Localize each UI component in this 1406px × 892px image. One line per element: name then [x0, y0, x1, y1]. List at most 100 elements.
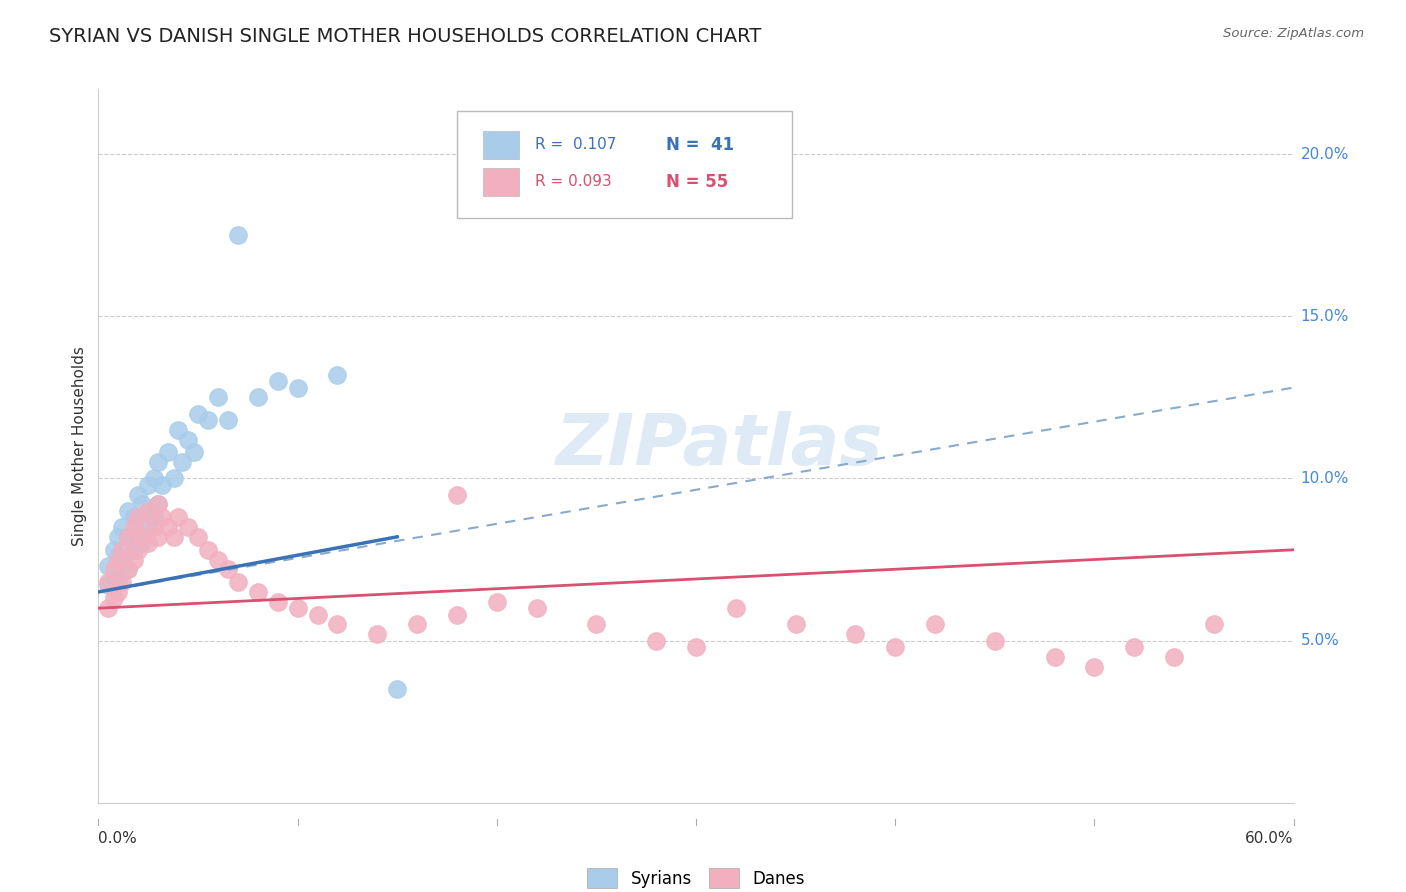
Point — [131, 536, 153, 550]
Point — [117, 530, 139, 544]
Text: 10.0%: 10.0% — [1301, 471, 1348, 486]
Text: 5.0%: 5.0% — [1301, 633, 1340, 648]
Point — [287, 381, 309, 395]
Point — [585, 617, 607, 632]
Point — [136, 504, 159, 518]
Point — [446, 607, 468, 622]
Point — [485, 595, 508, 609]
Point — [1123, 640, 1146, 654]
Point — [143, 471, 166, 485]
Point — [107, 585, 129, 599]
Bar — [484, 168, 519, 196]
Point — [217, 413, 239, 427]
Point — [131, 497, 153, 511]
Point — [103, 591, 125, 606]
Text: SYRIAN VS DANISH SINGLE MOTHER HOUSEHOLDS CORRELATION CHART: SYRIAN VS DANISH SINGLE MOTHER HOUSEHOLD… — [49, 27, 762, 45]
Bar — [484, 130, 519, 159]
Point — [148, 497, 170, 511]
Point — [136, 478, 159, 492]
Point — [107, 549, 129, 564]
Point — [124, 542, 146, 557]
Point — [217, 562, 239, 576]
Y-axis label: Single Mother Households: Single Mother Households — [72, 346, 87, 546]
Point — [226, 228, 249, 243]
Point — [157, 445, 180, 459]
Point — [103, 542, 125, 557]
Point — [446, 488, 468, 502]
Point — [326, 617, 349, 632]
Text: 15.0%: 15.0% — [1301, 309, 1348, 324]
Point — [526, 601, 548, 615]
Point — [107, 552, 129, 566]
Point — [143, 520, 166, 534]
Point — [111, 575, 134, 590]
Point — [117, 562, 139, 576]
Point — [136, 536, 159, 550]
Point — [267, 595, 290, 609]
Point — [117, 504, 139, 518]
Text: 20.0%: 20.0% — [1301, 146, 1348, 161]
Point — [287, 601, 309, 615]
Point — [97, 601, 120, 615]
Point — [148, 530, 170, 544]
Point — [924, 617, 946, 632]
Text: Source: ZipAtlas.com: Source: ZipAtlas.com — [1223, 27, 1364, 40]
Point — [127, 542, 149, 557]
Point — [685, 640, 707, 654]
Point — [246, 585, 269, 599]
Point — [177, 433, 200, 447]
Point — [172, 455, 194, 469]
FancyBboxPatch shape — [457, 111, 792, 218]
Point — [197, 413, 219, 427]
Point — [884, 640, 907, 654]
Point — [111, 552, 134, 566]
Point — [267, 374, 290, 388]
Point — [163, 530, 186, 544]
Point — [983, 633, 1005, 648]
Point — [844, 627, 866, 641]
Point — [177, 520, 200, 534]
Point — [167, 423, 190, 437]
Point — [785, 617, 807, 632]
Point — [157, 520, 180, 534]
Point — [150, 478, 173, 492]
Text: 0.0%: 0.0% — [98, 831, 138, 846]
Point — [307, 607, 329, 622]
Point — [246, 390, 269, 404]
Point — [107, 575, 129, 590]
Point — [148, 497, 170, 511]
Point — [167, 510, 190, 524]
Point — [1202, 617, 1225, 632]
Point — [150, 510, 173, 524]
Point — [127, 488, 149, 502]
Point — [187, 407, 209, 421]
Point — [136, 520, 159, 534]
Point — [117, 530, 139, 544]
Legend: Syrians, Danes: Syrians, Danes — [581, 862, 811, 892]
Point — [724, 601, 747, 615]
Point — [131, 530, 153, 544]
Point — [124, 520, 146, 534]
Point — [1163, 649, 1185, 664]
Text: ZIPatlas: ZIPatlas — [557, 411, 883, 481]
Point — [97, 559, 120, 574]
Point — [207, 552, 229, 566]
Point — [97, 575, 120, 590]
Text: R =  0.107: R = 0.107 — [534, 137, 616, 153]
Point — [197, 542, 219, 557]
Point — [1083, 659, 1105, 673]
Point — [124, 552, 146, 566]
Point — [143, 510, 166, 524]
Point — [406, 617, 429, 632]
Point — [148, 455, 170, 469]
Point — [127, 526, 149, 541]
Text: N =  41: N = 41 — [666, 136, 734, 153]
Point — [366, 627, 388, 641]
Point — [103, 572, 125, 586]
Point — [107, 530, 129, 544]
Text: R = 0.093: R = 0.093 — [534, 175, 612, 189]
Point — [1043, 649, 1066, 664]
Point — [124, 510, 146, 524]
Point — [111, 542, 134, 557]
Point — [127, 510, 149, 524]
